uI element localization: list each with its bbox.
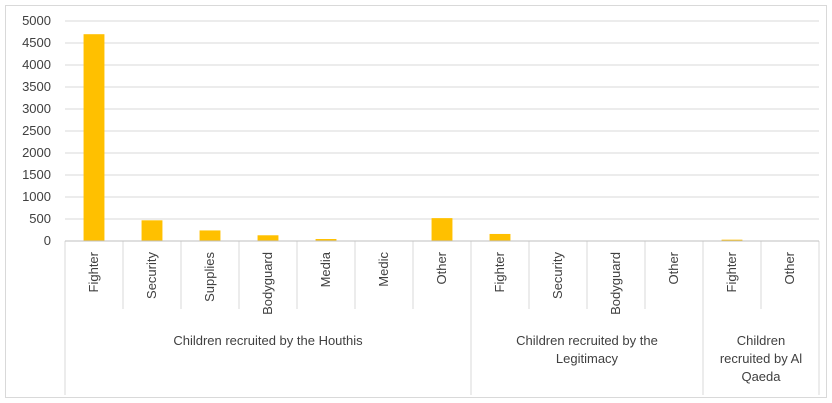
group-label: Children recruited by the [516, 333, 658, 348]
x-category-label: Security [550, 252, 565, 299]
bar [431, 218, 453, 241]
x-category-label: Other [434, 251, 449, 284]
x-category-label: Fighter [86, 251, 101, 292]
bar [141, 220, 163, 241]
x-category-label: Fighter [724, 251, 739, 292]
y-tick-label: 500 [29, 211, 51, 226]
x-category-label: Medic [376, 252, 391, 287]
y-tick-label: 3500 [22, 79, 51, 94]
group-label: Qaeda [741, 369, 781, 384]
bar [489, 233, 511, 241]
y-tick-label: 1000 [22, 189, 51, 204]
x-category-label: Media [318, 251, 333, 287]
bar [315, 239, 337, 241]
y-tick-label: 1500 [22, 167, 51, 182]
x-category-label: Bodyguard [608, 252, 623, 315]
y-tick-label: 4000 [22, 57, 51, 72]
y-tick-label: 3000 [22, 101, 51, 116]
group-label: Children recruited by the Houthis [173, 333, 363, 348]
x-category-label: Supplies [202, 252, 217, 302]
group-label: Legitimacy [556, 351, 619, 366]
y-tick-label: 0 [44, 233, 51, 248]
group-label: recruited by Al [720, 351, 802, 366]
bar [257, 235, 279, 241]
chart-frame [5, 5, 827, 398]
x-category-label: Bodyguard [260, 252, 275, 315]
x-category-label: Other [782, 251, 797, 284]
bar [83, 34, 105, 242]
y-tick-label: 2000 [22, 145, 51, 160]
x-category-label: Security [144, 252, 159, 299]
y-tick-label: 5000 [22, 13, 51, 28]
x-category-label: Fighter [492, 251, 507, 292]
y-tick-label: 2500 [22, 123, 51, 138]
bar [199, 230, 221, 241]
y-tick-label: 4500 [22, 35, 51, 50]
group-label: Children [737, 333, 785, 348]
x-category-label: Other [666, 251, 681, 284]
bar [721, 239, 743, 241]
